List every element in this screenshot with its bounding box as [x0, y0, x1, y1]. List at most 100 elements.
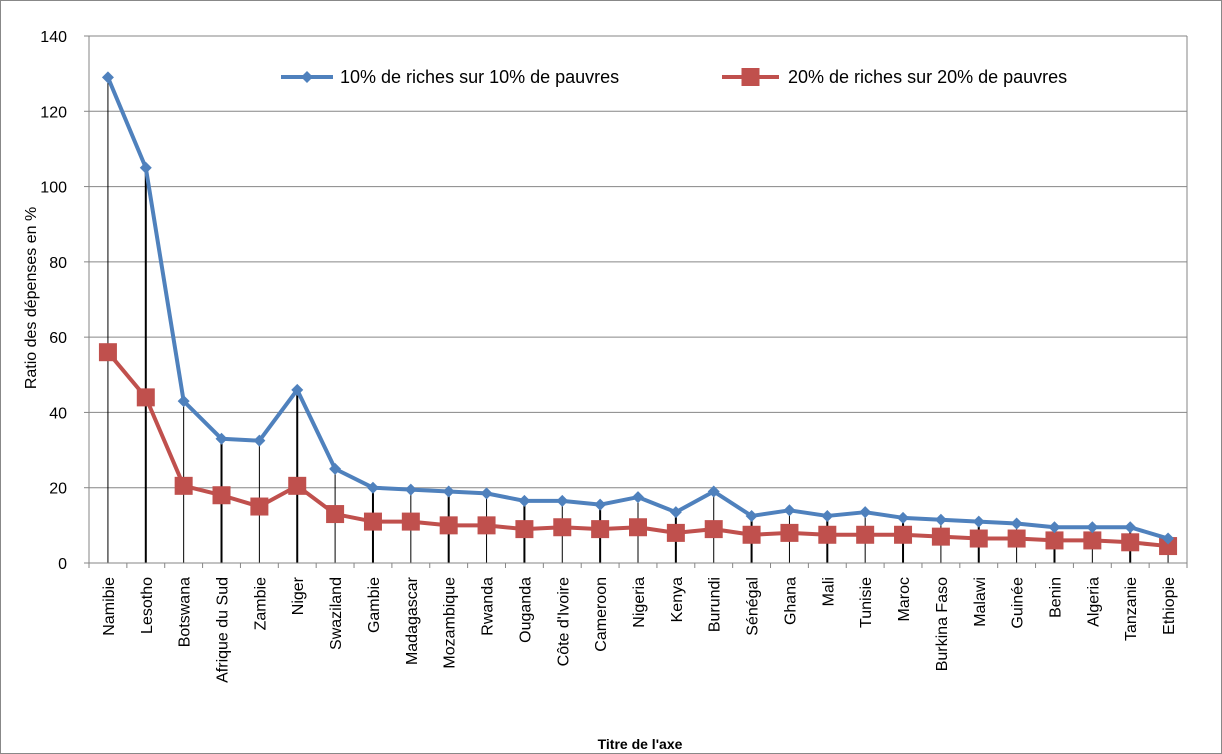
series-0 — [101, 71, 1175, 545]
x-tick-label-2: Botswana — [177, 577, 194, 647]
x-tick-label-17: Sénégal — [745, 577, 762, 636]
point-1-7 — [363, 512, 382, 531]
x-tick-label-19: Mali — [820, 577, 837, 606]
y-tick-labels: 0 20 40 60 80 100 120 140 — [40, 29, 67, 573]
point-1-4 — [250, 497, 269, 516]
point-1-0 — [98, 343, 117, 362]
point-0-2 — [177, 395, 190, 408]
point-0-10 — [480, 487, 493, 500]
point-1-21 — [894, 525, 913, 544]
x-tick-label-11: Ouganda — [517, 577, 534, 643]
x-tick-label-25: Benin — [1047, 577, 1064, 618]
point-0-24 — [1010, 517, 1023, 530]
point-1-3 — [212, 486, 231, 505]
point-0-7 — [366, 481, 379, 494]
point-1-27 — [1121, 533, 1140, 552]
y-tick-label-120: 120 — [40, 104, 67, 121]
point-0-23 — [972, 515, 985, 528]
point-1-22 — [931, 527, 950, 546]
point-1-26 — [1083, 531, 1102, 550]
point-0-16 — [707, 485, 720, 498]
x-tick-label-3: Afrique du Sud — [215, 577, 232, 683]
legend-item-1: 20% de riches sur 20% de pauvres — [722, 67, 1067, 87]
point-0-8 — [404, 483, 417, 496]
legend-label-1: 20% de riches sur 20% de pauvres — [788, 67, 1067, 87]
point-0-25 — [1048, 521, 1061, 534]
gridlines — [89, 35, 1188, 563]
x-tick-label-13: Cameroon — [593, 577, 610, 652]
point-1-16 — [704, 520, 723, 539]
x-tick-label-24: Guinée — [1010, 577, 1027, 629]
point-1-20 — [856, 525, 875, 544]
x-tick-label-18: Ghana — [782, 577, 799, 625]
x-tick-label-20: Tunisie — [858, 577, 875, 628]
series-1 — [98, 343, 1178, 556]
point-0-0 — [101, 71, 114, 84]
point-1-9 — [439, 516, 458, 535]
x-axis-title: Titre de l'axe — [598, 736, 683, 752]
x-tick-labels: Namibie Lesotho Botswana Afrique du Sud Zamb… — [101, 576, 1178, 683]
x-tick-label-14: Nigeria — [631, 577, 648, 628]
x-tick-label-15: Kenya — [669, 577, 686, 622]
x-tick-label-12: Côte d'Ivoire — [555, 577, 572, 666]
point-1-19 — [818, 525, 837, 544]
y-tick-label-80: 80 — [49, 255, 67, 272]
x-tick-label-5: Niger — [290, 576, 307, 615]
point-1-12 — [553, 518, 572, 537]
legend-marker-0 — [301, 71, 313, 83]
point-0-22 — [934, 513, 947, 526]
x-tick-label-16: Burundi — [707, 577, 724, 632]
x-tick-label-28: Ethiopie — [1161, 577, 1178, 635]
series-layer — [98, 71, 1178, 556]
y-tick-label-20: 20 — [49, 481, 67, 498]
point-0-26 — [1086, 521, 1099, 534]
legend-label-0: 10% de riches sur 10% de pauvres — [340, 67, 619, 87]
x-tick-label-23: Malawi — [972, 577, 989, 627]
x-tick-label-4: Zambie — [252, 577, 269, 630]
point-1-25 — [1045, 531, 1064, 550]
point-0-17 — [745, 509, 758, 522]
point-0-18 — [783, 504, 796, 517]
y-tick-label-40: 40 — [49, 405, 67, 422]
point-0-27 — [1124, 521, 1137, 534]
point-0-19 — [821, 509, 834, 522]
point-0-3 — [215, 432, 228, 445]
y-axis-title: Ratio des dépenses en % — [23, 207, 40, 389]
axes — [84, 35, 1188, 568]
x-tick-label-1: Lesotho — [139, 577, 156, 634]
point-1-18 — [780, 523, 799, 542]
point-1-1 — [136, 388, 155, 407]
point-1-11 — [515, 520, 534, 539]
point-0-11 — [518, 494, 531, 507]
x-tick-label-21: Maroc — [896, 577, 913, 621]
point-1-13 — [591, 520, 610, 539]
point-1-5 — [288, 476, 307, 495]
x-tick-label-27: Tanzanie — [1123, 577, 1140, 641]
point-0-20 — [859, 506, 872, 519]
point-0-9 — [442, 485, 455, 498]
y-tick-label-0: 0 — [58, 556, 67, 573]
y-tick-label-60: 60 — [49, 330, 67, 347]
x-tick-label-6: Swaziland — [328, 577, 345, 650]
legend: 10% de riches sur 10% de pauvres 20% de r… — [281, 67, 1067, 87]
x-tick-label-0: Namibie — [101, 577, 118, 636]
point-0-21 — [897, 511, 910, 524]
point-1-10 — [477, 516, 496, 535]
x-tick-label-7: Gambie — [366, 577, 383, 633]
y-tick-label-100: 100 — [40, 180, 67, 197]
point-1-6 — [326, 505, 345, 524]
x-tick-label-10: Rwanda — [480, 577, 497, 636]
point-1-17 — [742, 525, 761, 544]
point-1-14 — [629, 518, 647, 537]
x-tick-label-9: Mozambique — [442, 577, 459, 669]
point-1-8 — [401, 512, 420, 531]
point-1-2 — [174, 476, 193, 495]
point-0-4 — [253, 434, 266, 447]
point-0-5 — [291, 383, 304, 396]
point-0-6 — [329, 462, 342, 475]
y-tick-label-140: 140 — [40, 29, 67, 46]
point-0-28 — [1162, 532, 1175, 545]
